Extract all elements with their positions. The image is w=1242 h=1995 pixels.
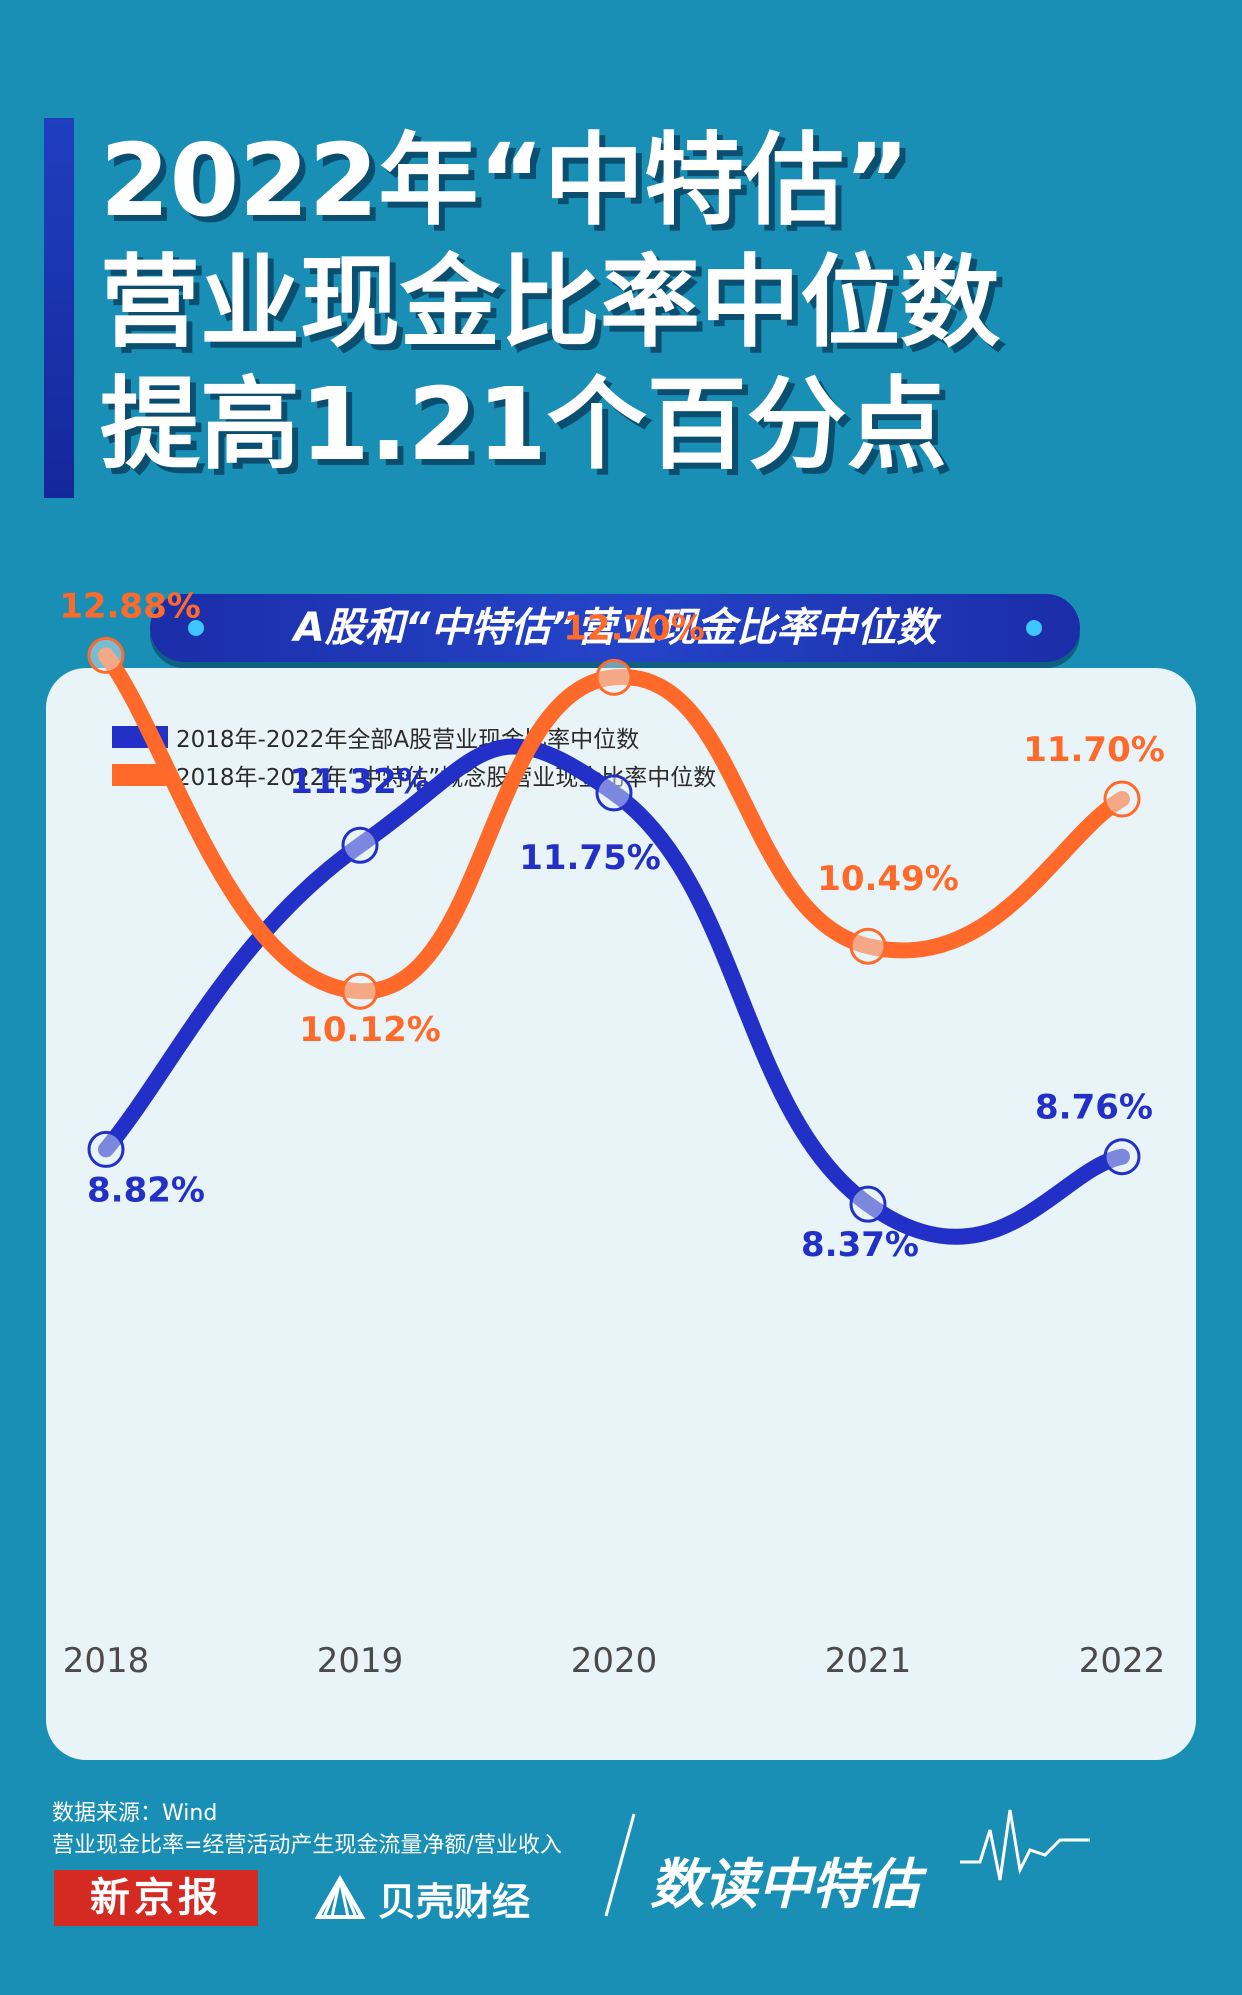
data-label-zhongteguo-2021: 10.49% (817, 859, 959, 899)
title-line-1: 2022年“中特估” (100, 122, 910, 239)
x-tick-label-2021: 2021 (825, 1641, 912, 1681)
x-tick-label-2020: 2020 (571, 1641, 658, 1681)
data-point-zhongteguo-2021 (849, 927, 887, 965)
formula-text: 营业现金比率=经营活动产生现金流量净额/营业收入 (52, 1833, 562, 1858)
data-point-a-shares-2022 (1103, 1138, 1141, 1176)
data-label-a-shares-2021: 8.37% (801, 1225, 919, 1265)
footer-source: 数据来源：Wind 营业现金比率=经营活动产生现金流量净额/营业收入 (52, 1798, 562, 1862)
dot-icon (188, 620, 204, 636)
dot-icon (1026, 620, 1042, 636)
legend-swatch-orange (112, 764, 168, 786)
data-point-a-shares-2018 (87, 1130, 125, 1168)
data-point-zhongteguo-2019 (341, 972, 379, 1010)
data-point-zhongteguo-2020 (595, 658, 633, 696)
pulse-line-icon (960, 1809, 1090, 1881)
series-line-zhongteguo (98, 647, 1130, 1000)
data-label-zhongteguo-2022: 11.70% (1023, 730, 1165, 770)
divider-slash-icon (604, 1813, 636, 1917)
brand-text: 数读中特估 (650, 1852, 920, 1916)
x-tick-label-2022: 2022 (1079, 1641, 1166, 1681)
beike-caijing-logo: 贝壳财经 (312, 1868, 530, 1928)
x-tick-label-2018: 2018 (63, 1641, 150, 1681)
title-line-3: 提高1.21个百分点 (100, 366, 947, 483)
shell-icon (314, 1875, 366, 1919)
page-title: 2022年“中特估” 营业现金比率中位数 提高1.21个百分点 (100, 120, 1200, 486)
data-label-zhongteguo-2020: 12.70% (563, 608, 705, 648)
series-line-a-shares (98, 738, 1130, 1245)
data-label-zhongteguo-2018: 12.88% (59, 586, 201, 626)
legend-label-a-shares: 2018年-2022年全部A股营业现金比率中位数 (176, 727, 640, 753)
data-label-a-shares-2019: 11.32% (289, 762, 431, 802)
chart-subtitle-pill: A股和“中特估”营业现金比率中位数 (150, 594, 1080, 662)
title-line-2: 营业现金比率中位数 (100, 244, 1000, 361)
legend-item-a-shares: 2018年-2022年全部A股营业现金比率中位数 (112, 718, 716, 756)
beike-caijing-label: 贝壳财经 (378, 1879, 531, 1924)
data-point-a-shares-2020 (595, 774, 633, 812)
source-text: 数据来源：Wind (52, 1801, 218, 1826)
xinjingbao-logo: 新京报 (54, 1870, 258, 1926)
data-label-a-shares-2022: 8.76% (1035, 1088, 1153, 1128)
title-accent-bar (44, 118, 74, 498)
data-label-a-shares-2020: 11.75% (519, 838, 661, 878)
data-point-zhongteguo-2018 (87, 636, 125, 674)
x-tick-label-2019: 2019 (317, 1641, 404, 1681)
data-point-zhongteguo-2022 (1103, 780, 1141, 818)
data-point-a-shares-2019 (341, 826, 379, 864)
data-label-a-shares-2018: 8.82% (87, 1170, 205, 1210)
chart-card (46, 668, 1196, 1760)
chart-subtitle: A股和“中特估”营业现金比率中位数 (293, 605, 937, 651)
data-point-a-shares-2021 (849, 1185, 887, 1223)
data-label-zhongteguo-2019: 10.12% (299, 1010, 441, 1050)
